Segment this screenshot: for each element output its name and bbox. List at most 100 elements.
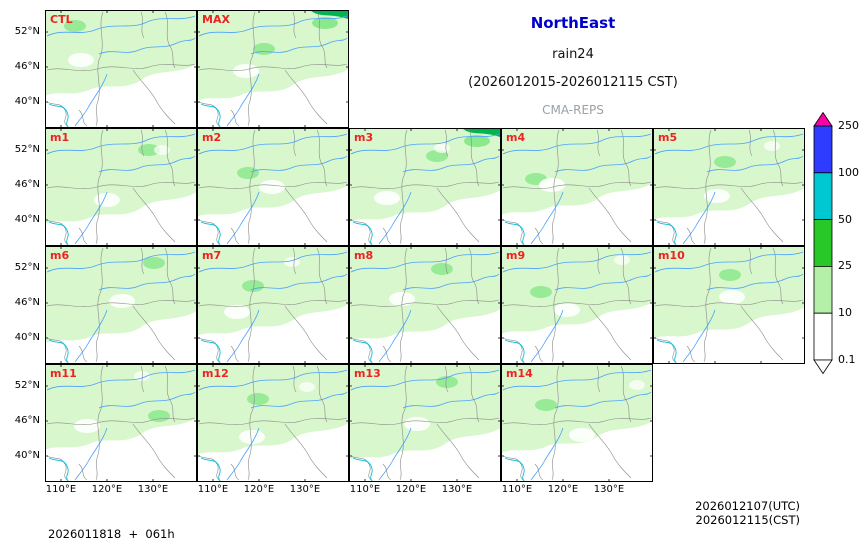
- panel-label: m4: [506, 131, 525, 144]
- axis-ticks: [653, 128, 805, 246]
- province-boundaries: [198, 247, 348, 363]
- map-svg: m13: [349, 364, 501, 483]
- rivers: [46, 251, 196, 363]
- map-panel-m4: m4: [501, 128, 653, 247]
- dry-area: [293, 96, 309, 106]
- rain-shading-medium: [143, 257, 165, 269]
- axis-ticks: [349, 364, 501, 482]
- dry-area: [614, 255, 630, 265]
- axis-ticks: [501, 364, 653, 482]
- province-boundaries: [46, 129, 196, 245]
- colorbar-segment: [813, 312, 833, 361]
- panel-border: [197, 10, 349, 128]
- panel-border: [501, 246, 653, 364]
- footer-valid-times: 2026012107(UTC) 2026012115(CST): [640, 499, 800, 527]
- axis-ticks: [197, 364, 349, 482]
- lon-tick-label: 120°E: [547, 484, 579, 495]
- dry-area: [599, 210, 615, 220]
- coastline: [48, 457, 70, 483]
- colorbar-label: 25: [838, 259, 852, 273]
- rain-shading-medium: [719, 269, 741, 281]
- map-panel-m2: m2: [197, 128, 349, 247]
- rain-shading-medium: [714, 156, 736, 168]
- lat-tick-label: 40°N: [14, 214, 40, 225]
- province-boundaries: [654, 247, 804, 363]
- panel-border: [653, 128, 805, 246]
- axis-ticks: [45, 128, 197, 246]
- lon-tick-label: 120°E: [243, 484, 275, 495]
- province-boundaries: [350, 129, 500, 245]
- coastline: [48, 103, 70, 129]
- rain-shading-light: [349, 246, 501, 341]
- rain-shading-light: [349, 364, 501, 460]
- rain-shading-medium: [253, 43, 275, 55]
- map-svg: m10: [653, 246, 805, 365]
- map-panel-m9: m9: [501, 246, 653, 365]
- rivers: [350, 369, 500, 481]
- rivers: [46, 15, 196, 127]
- axis-ticks: [45, 246, 197, 364]
- panel-border: [349, 364, 501, 482]
- colorbar-segment: [813, 219, 833, 267]
- variable-title: rain24: [552, 47, 594, 62]
- title-block: NorthEast rain24 (2026012015-2026012115 …: [350, 14, 796, 117]
- panel-border: [197, 364, 349, 482]
- coastline: [504, 339, 526, 365]
- coastline: [656, 339, 678, 365]
- colorbar-segment: [813, 265, 833, 314]
- panel-label: m8: [354, 249, 373, 262]
- dry-area: [569, 428, 595, 442]
- rivers: [350, 133, 500, 245]
- province-boundaries: [198, 129, 348, 245]
- rivers: [654, 133, 804, 245]
- rain-shading-light: [45, 10, 197, 96]
- colorbar-extend-low: [813, 359, 833, 375]
- map-svg: m2: [197, 128, 349, 247]
- panel-label: m1: [50, 131, 69, 144]
- lat-tick-label: 40°N: [14, 96, 40, 107]
- init-time-line-1: 2026011818 + 061h: [48, 527, 175, 538]
- panel-label: m5: [658, 131, 677, 144]
- panel-label: m13: [354, 367, 381, 380]
- map-panel-CTL: CTL: [45, 10, 197, 129]
- dry-area: [374, 191, 400, 205]
- panel-label: m7: [202, 249, 221, 262]
- coastline: [352, 221, 374, 247]
- rain-shading-medium: [535, 399, 557, 411]
- map-svg: m8: [349, 246, 501, 365]
- province-boundaries: [502, 365, 652, 481]
- lon-tick-label: 110°E: [197, 484, 229, 495]
- rain-shading-medium: [64, 20, 86, 32]
- dry-area: [449, 324, 465, 334]
- panel-border: [501, 128, 653, 246]
- region-title: NorthEast: [530, 14, 616, 32]
- dry-area: [259, 180, 285, 194]
- axis-ticks: [45, 364, 197, 482]
- coastline: [200, 221, 222, 247]
- panel-border: [653, 246, 805, 364]
- axis-ticks: [197, 10, 349, 128]
- dry-area: [389, 292, 415, 306]
- map-panel-MAX: MAX: [197, 10, 349, 129]
- dry-area: [629, 380, 645, 390]
- axis-ticks: [349, 246, 501, 364]
- map-svg: m1: [45, 128, 197, 247]
- map-panel-m11: m11: [45, 364, 197, 483]
- axis-ticks: [501, 128, 653, 246]
- lon-tick-label: 130°E: [137, 484, 169, 495]
- coastline: [504, 221, 526, 247]
- map-panel-m1: m1: [45, 128, 197, 247]
- axis-ticks: [501, 246, 653, 364]
- footer-init-times: 2026011818 + 061h 2026011902 + 061h: [48, 499, 175, 538]
- province-boundaries: [350, 365, 500, 481]
- lon-tick-label: 130°E: [593, 484, 625, 495]
- map-svg: m3: [349, 128, 501, 247]
- lat-tick-label: 52°N: [14, 144, 40, 155]
- dry-area: [779, 322, 795, 332]
- lat-tick-label: 46°N: [14, 61, 40, 72]
- rain-shading-medium: [148, 410, 170, 422]
- dry-area: [719, 290, 745, 304]
- map-svg: m9: [501, 246, 653, 365]
- coastline: [200, 457, 222, 483]
- rivers: [46, 133, 196, 245]
